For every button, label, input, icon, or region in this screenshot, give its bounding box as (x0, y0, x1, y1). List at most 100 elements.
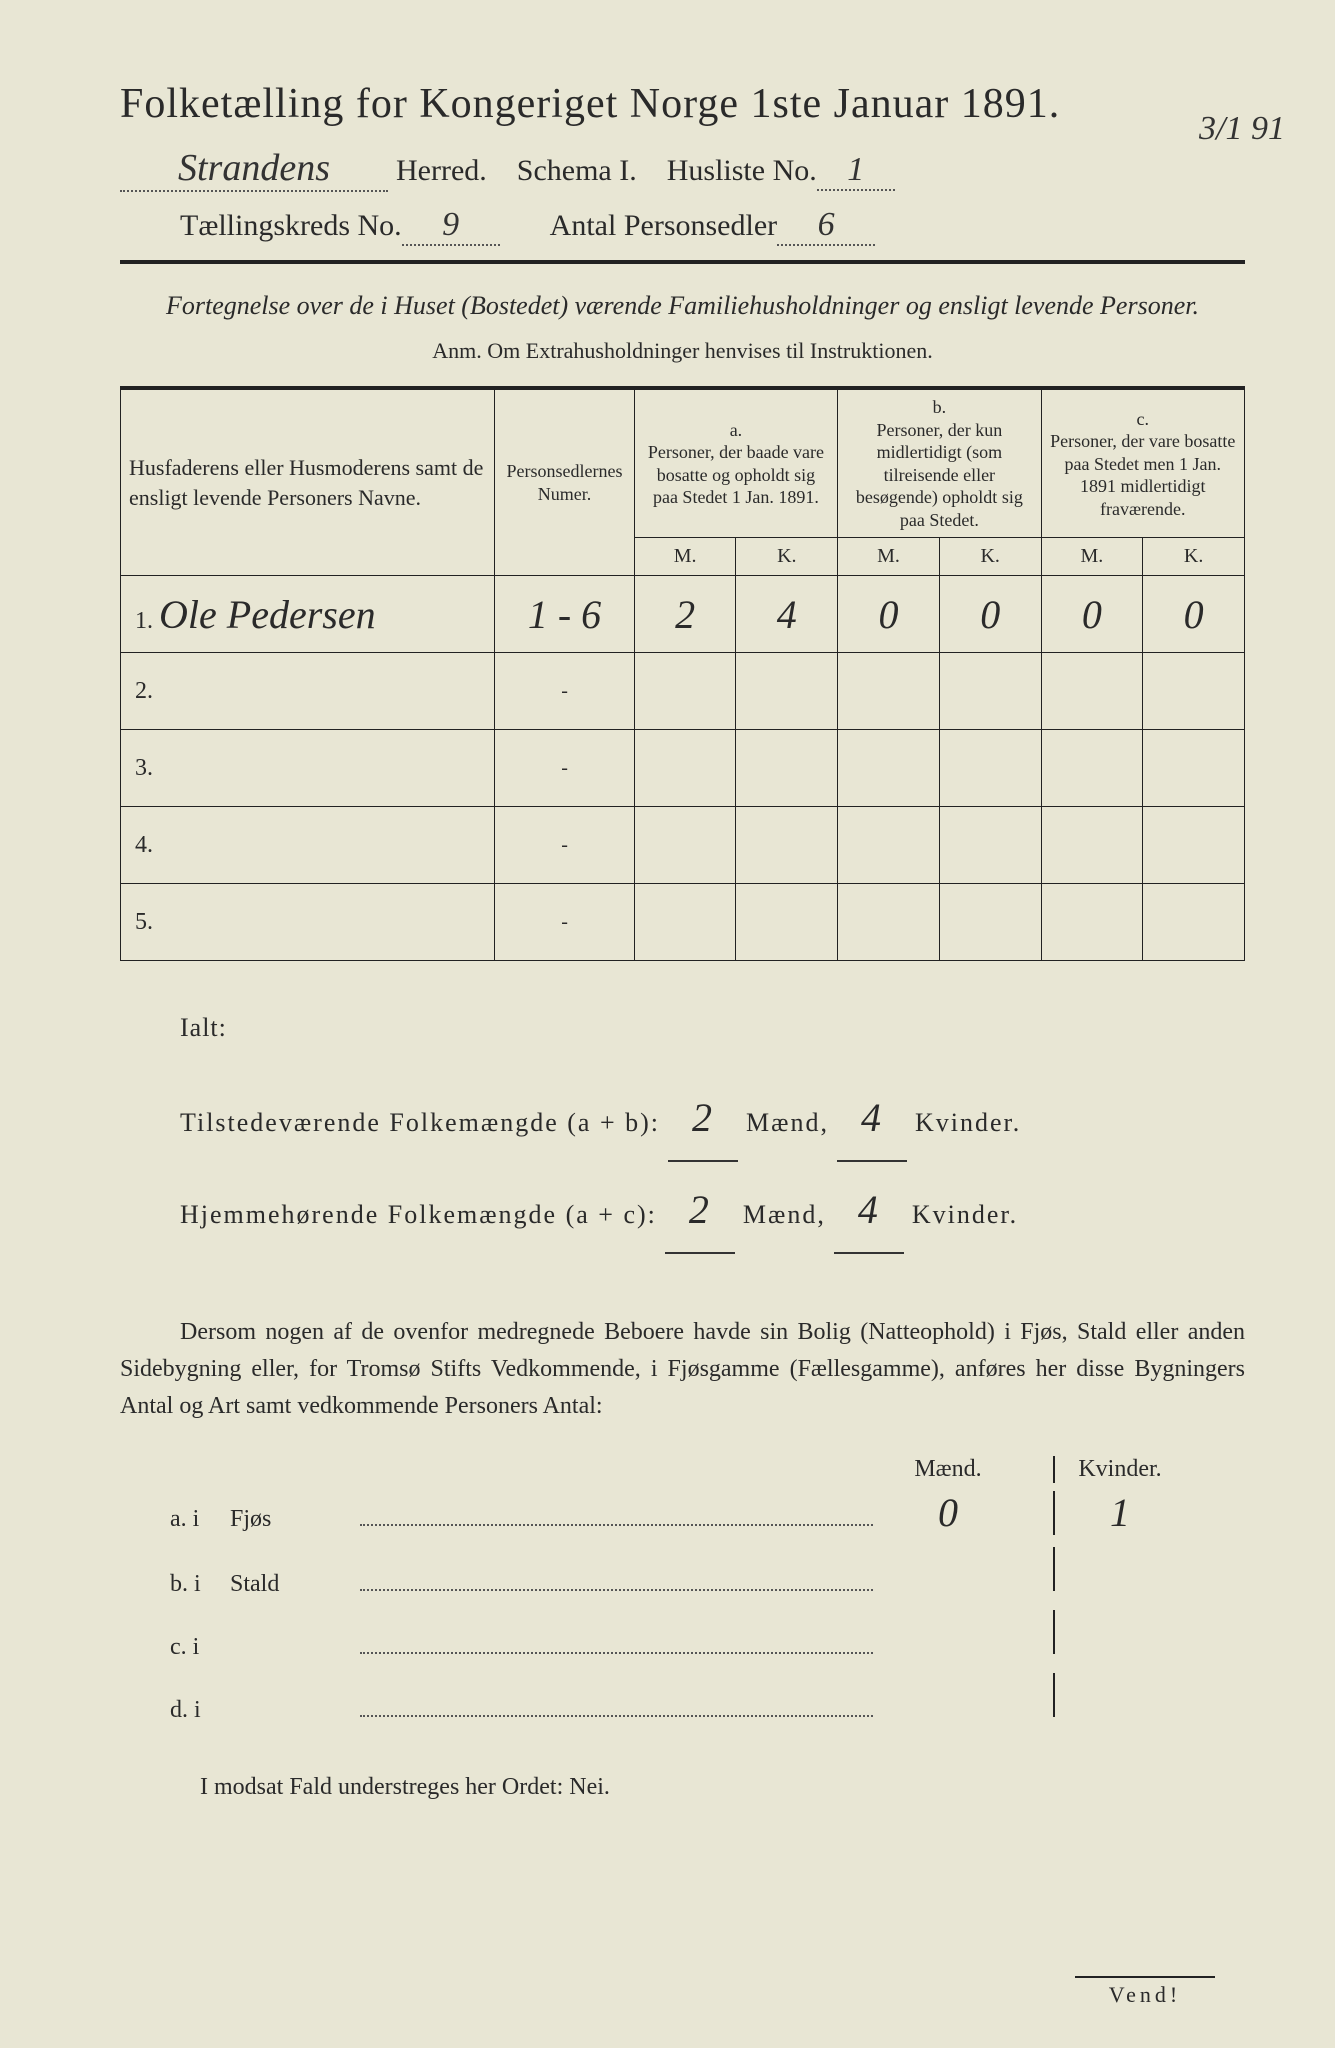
bygning-head-m: Mænd. (883, 1456, 1013, 1483)
row-bk (939, 807, 1041, 884)
row-ck (1143, 653, 1245, 730)
bygning-vals (883, 1673, 1245, 1717)
subtitle: Fortegnelse over de i Huset (Bostedet) v… (120, 288, 1245, 324)
col-c: c. Personer, der vare bosatte paa Stedet… (1041, 388, 1244, 538)
bygning-lab: a. i (170, 1506, 230, 1533)
col-a-label: a. (643, 419, 829, 442)
row-ck: 0 (1143, 576, 1245, 653)
kreds-value: 9 (402, 206, 500, 246)
col-c-label: c. (1050, 408, 1236, 431)
sum-line-2: Hjemmehørende Folkemængde (a + c): 2 Mæn… (180, 1168, 1245, 1254)
bygning-dots (360, 1697, 873, 1717)
bygning-row: c. i (170, 1610, 1245, 1661)
bygning-k (1053, 1673, 1185, 1717)
row-bk (939, 730, 1041, 807)
bygning-m (883, 1547, 1013, 1591)
row-cm (1041, 730, 1143, 807)
row-bm (838, 730, 940, 807)
bygning-vals (883, 1547, 1245, 1591)
row-cm (1041, 653, 1143, 730)
col-num: Personsedlernes Numer. (495, 388, 634, 576)
sum-line-1: Tilstedeværende Folkemængde (a + b): 2 M… (180, 1076, 1245, 1162)
sum2-m-label: Mænd, (743, 1188, 826, 1243)
col-a: a. Personer, der baade vare bosatte og o… (634, 388, 837, 538)
row-ak (736, 730, 838, 807)
bygning-dots (360, 1506, 873, 1526)
selector-dersom: Dersom nogen af de ovenfor medregnede Be… (120, 1319, 1245, 1419)
bygning-row: b. iStald (170, 1547, 1245, 1598)
census-table: Husfaderens eller Husmoderens samt de en… (120, 386, 1245, 961)
vend-label: Vend! (1075, 1976, 1215, 2008)
col-name-text: Husfaderens eller Husmoderens samt de en… (129, 455, 483, 510)
husliste-label: Husliste No. (667, 154, 817, 188)
ialt-block: Ialt: Tilstedeværende Folkemængde (a + b… (180, 1001, 1245, 1254)
row-num: 2. (121, 653, 495, 730)
row-bk: 0 (939, 576, 1041, 653)
sum2-lead: Hjemmehørende Folkemængde (a + c): (180, 1188, 657, 1243)
col-name: Husfaderens eller Husmoderens samt de en… (121, 388, 495, 576)
bygning-dots (360, 1571, 873, 1591)
table-row: 1. Ole Pedersen1 - 6240000 (121, 576, 1245, 653)
bygning-lab: c. i (170, 1634, 230, 1661)
row-bm (838, 653, 940, 730)
bygning-block: Mænd. Kvinder. a. iFjøs01b. iStaldc. id.… (170, 1456, 1245, 1724)
herred-label: Herred. (396, 154, 487, 188)
bygning-k (1053, 1610, 1185, 1654)
sum1-k: 4 (837, 1076, 907, 1162)
row-bk (939, 653, 1041, 730)
ialt-label: Ialt: (180, 1001, 1245, 1056)
rule-1 (120, 260, 1245, 264)
row-sedler: - (495, 884, 634, 961)
row-cm (1041, 884, 1143, 961)
row-sedler: - (495, 730, 634, 807)
bygning-vals (883, 1610, 1245, 1654)
c-m: M. (1041, 538, 1143, 576)
bygning-head-k: Kvinder. (1053, 1456, 1185, 1483)
row-cm (1041, 807, 1143, 884)
col-a-text: Personer, der baade vare bosatte og opho… (643, 441, 829, 509)
a-m: M. (634, 538, 736, 576)
row-ck (1143, 730, 1245, 807)
row-ak (736, 884, 838, 961)
header-line-1: Strandens Herred. Schema I. Husliste No.… (120, 146, 1245, 192)
antal-label: Antal Personsedler (550, 209, 777, 243)
schema-label: Schema I. (517, 154, 637, 188)
col-b-label: b. (846, 396, 1032, 419)
table-row: 4. - (121, 807, 1245, 884)
anm-note: Anm. Om Extrahusholdninger henvises til … (120, 338, 1245, 364)
row-sedler: - (495, 807, 634, 884)
row-am (634, 653, 736, 730)
bygning-m: 0 (883, 1491, 1013, 1535)
row-ck (1143, 807, 1245, 884)
antal-value: 6 (777, 206, 875, 246)
form-title: Folketælling for Kongeriget Norge 1ste J… (120, 80, 1245, 128)
sum1-lead: Tilstedeværende Folkemængde (a + b): (180, 1096, 660, 1151)
col-b: b. Personer, der kun midlertidigt (som t… (838, 388, 1041, 538)
dersom-paragraph: Dersom nogen af de ovenfor medregnede Be… (120, 1314, 1245, 1426)
row-bm (838, 884, 940, 961)
herred-value: Strandens (120, 146, 388, 192)
b-k: K. (939, 538, 1041, 576)
bygning-m (883, 1610, 1013, 1654)
col-b-text: Personer, der kun midlertidigt (som tilr… (846, 419, 1032, 532)
row-sedler: - (495, 653, 634, 730)
col-c-text: Personer, der vare bosatte paa Stedet me… (1050, 430, 1236, 520)
a-k: K. (736, 538, 838, 576)
row-bk (939, 884, 1041, 961)
sum2-k-label: Kvinder. (912, 1188, 1018, 1243)
modsat-line: I modsat Fald understreges her Ordet: Ne… (200, 1774, 1245, 1801)
header-line-2: Tællingskreds No. 9 Antal Personsedler 6 (120, 206, 1245, 246)
sum1-m: 2 (668, 1076, 738, 1162)
row-sedler: 1 - 6 (495, 576, 634, 653)
bygning-cat: Fjøs (230, 1506, 350, 1533)
row-am (634, 730, 736, 807)
table-row: 2. - (121, 653, 1245, 730)
table-row: 3. - (121, 730, 1245, 807)
sum2-m: 2 (665, 1168, 735, 1254)
row-num: 1. Ole Pedersen (121, 576, 495, 653)
bygning-head: Mænd. Kvinder. (170, 1456, 1245, 1483)
row-bm: 0 (838, 576, 940, 653)
bygning-k: 1 (1053, 1491, 1185, 1535)
row-bm (838, 807, 940, 884)
row-am: 2 (634, 576, 736, 653)
